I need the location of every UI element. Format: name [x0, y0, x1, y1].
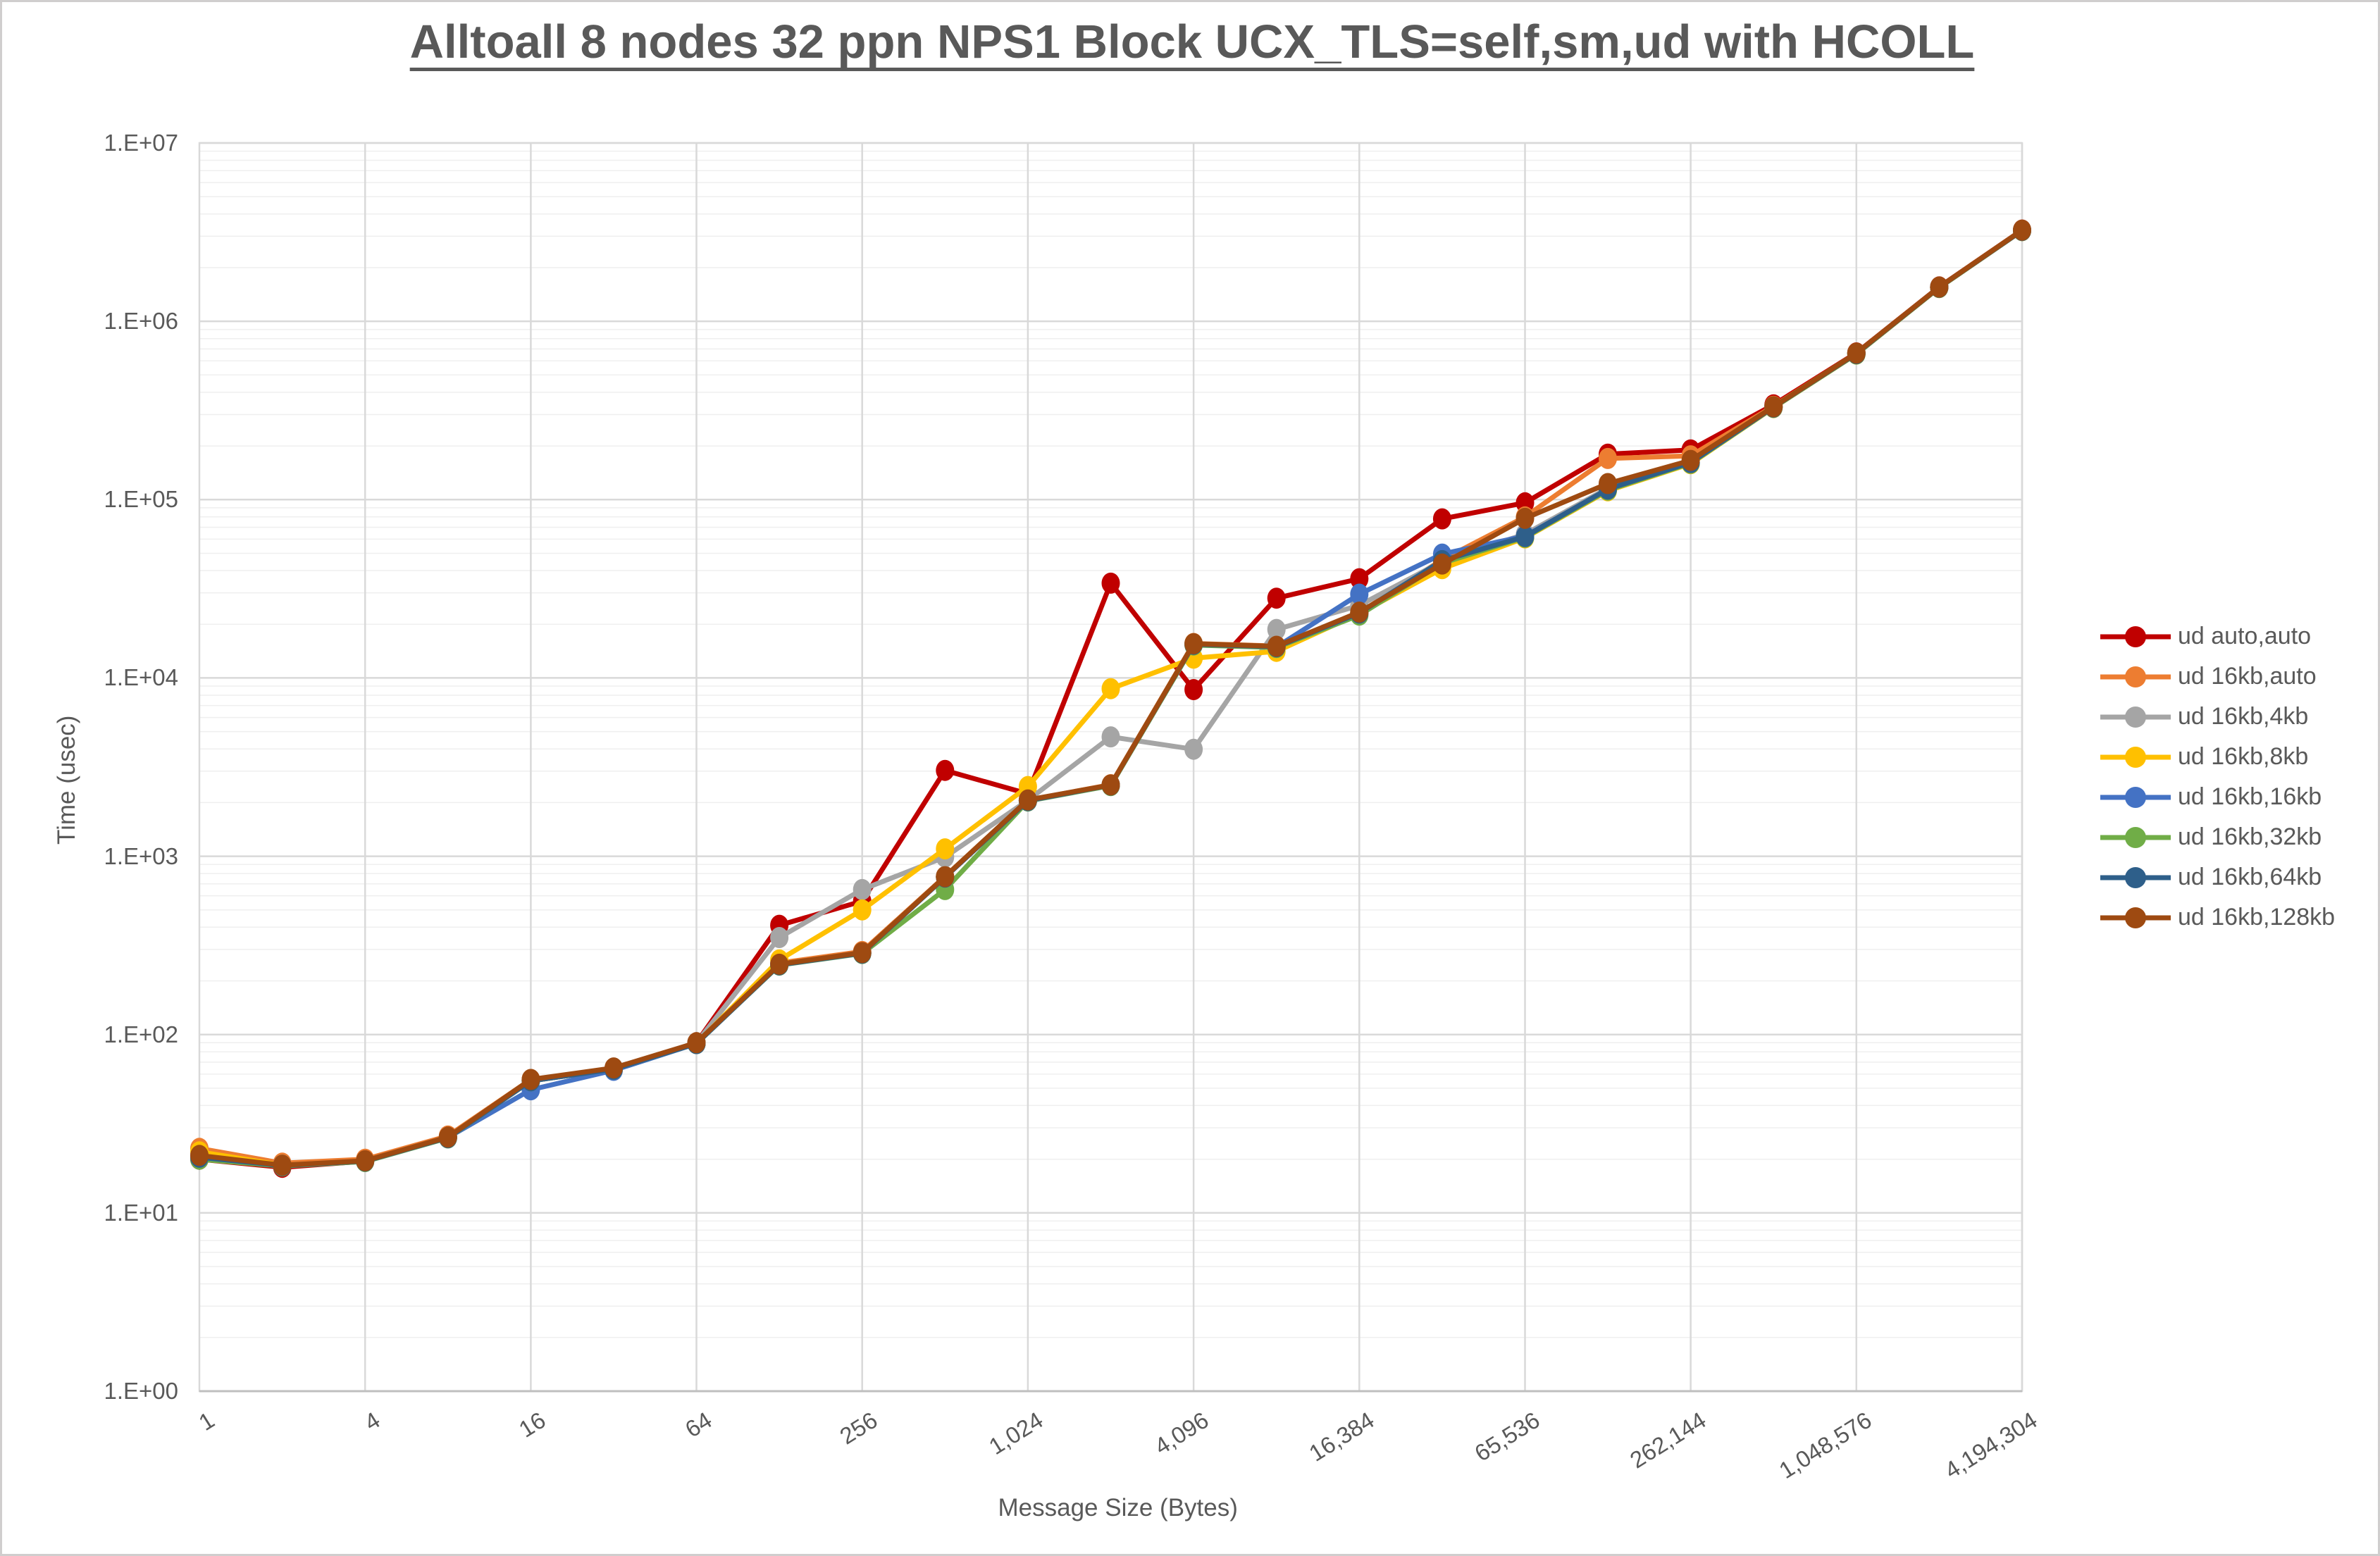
data-point — [605, 1057, 623, 1079]
legend-item-ud-16kb-4kb: ud 16kb,4kb — [2100, 697, 2378, 737]
chart-title: Alltoall 8 nodes 32 ppn NPS1 Block UCX_T… — [409, 15, 1975, 68]
data-point — [1599, 447, 1617, 469]
data-point — [1432, 553, 1451, 575]
legend-marker-ud-16kb-128kb — [2100, 907, 2171, 928]
legend-item-ud-16kb-128kb: ud 16kb,128kb — [2100, 897, 2378, 938]
y-tick-label: 1.E+06 — [104, 308, 178, 335]
legend-item-ud-16kb-8kb: ud 16kb,8kb — [2100, 737, 2378, 777]
legend-item-ud-16kb-32kb: ud 16kb,32kb — [2100, 817, 2378, 857]
legend-marker-ud-16kb-32kb — [2100, 826, 2171, 848]
data-point — [853, 878, 872, 900]
y-tick-label: 1.E+05 — [104, 486, 178, 513]
data-point — [1184, 679, 1203, 700]
data-point — [2013, 219, 2031, 241]
data-point — [356, 1150, 375, 1171]
plot-border — [198, 142, 2023, 1393]
legend-marker-ud-16kb-4kb — [2100, 706, 2171, 728]
data-point — [1516, 525, 1535, 547]
series-ud-16kb-8kb — [190, 220, 2031, 1176]
data-point — [1101, 678, 1120, 699]
data-point — [1267, 635, 1286, 657]
data-point — [521, 1069, 540, 1090]
data-point — [1516, 507, 1535, 529]
legend-item-ud-16kb-16kb: ud 16kb,16kb — [2100, 777, 2378, 817]
data-point — [936, 759, 955, 781]
data-point — [1681, 449, 1700, 471]
legend-label-ud-16kb-64kb: ud 16kb,64kb — [2178, 864, 2322, 890]
y-tick-label: 1.E+04 — [104, 664, 178, 691]
data-point — [1184, 633, 1203, 654]
data-point — [770, 927, 789, 948]
series-ud-16kb-128kb — [190, 219, 2031, 1176]
data-point — [936, 866, 955, 888]
legend-item-ud-16kb-64kb: ud 16kb,64kb — [2100, 857, 2378, 897]
data-point — [1267, 587, 1286, 609]
data-point — [1018, 789, 1037, 811]
legend-item-ud-auto-auto: ud auto,auto — [2100, 616, 2378, 656]
legend-label-ud-16kb-8kb: ud 16kb,8kb — [2178, 743, 2309, 770]
data-point — [438, 1126, 457, 1148]
legend-marker-ud-16kb-8kb — [2100, 746, 2171, 768]
y-tick-label: 1.E+01 — [104, 1199, 178, 1226]
data-point — [1350, 568, 1369, 590]
legend-label-ud-16kb-128kb: ud 16kb,128kb — [2178, 904, 2336, 931]
legend-marker-ud-16kb-16kb — [2100, 786, 2171, 808]
data-point — [1350, 602, 1369, 623]
data-point — [1101, 774, 1120, 796]
legend-marker-ud-auto-auto — [2100, 625, 2171, 647]
y-tick-label: 1.E+03 — [104, 842, 178, 869]
legend-label-ud-16kb-32kb: ud 16kb,32kb — [2178, 823, 2322, 850]
data-point — [1847, 342, 1866, 364]
data-point — [853, 942, 872, 964]
data-point — [190, 1145, 209, 1166]
x-axis-title: Message Size (Bytes) — [998, 1494, 1238, 1521]
data-point — [1599, 473, 1617, 494]
data-point — [1930, 276, 1949, 298]
data-point — [1267, 618, 1286, 640]
data-point — [1184, 738, 1203, 760]
y-tick-label: 1.E+07 — [104, 130, 178, 156]
data-point — [770, 953, 789, 975]
y-axis-title: Time (usec) — [53, 715, 80, 845]
data-point — [1432, 508, 1451, 530]
data-point — [273, 1154, 292, 1176]
legend-item-ud-16kb-auto: ud 16kb,auto — [2100, 656, 2378, 697]
data-point — [687, 1032, 706, 1054]
data-point — [1764, 396, 1783, 418]
legend-label-ud-16kb-auto: ud 16kb,auto — [2178, 663, 2317, 690]
legend-label-ud-16kb-16kb: ud 16kb,16kb — [2178, 783, 2322, 810]
legend-marker-ud-16kb-auto — [2100, 666, 2171, 687]
data-point — [1350, 583, 1369, 605]
legend-marker-ud-16kb-64kb — [2100, 866, 2171, 888]
y-tick-label: 1.E+02 — [104, 1021, 178, 1047]
data-point — [1101, 726, 1120, 748]
data-point — [853, 899, 872, 921]
legend-label-ud-auto-auto: ud auto,auto — [2178, 623, 2312, 649]
chart-legend: ud auto,auto ud 16kb,auto ud 16kb,4kb ud 16… — [2100, 616, 2378, 938]
y-tick-label: 1.E+00 — [104, 1378, 178, 1404]
data-point — [936, 838, 955, 860]
legend-label-ud-16kb-4kb: ud 16kb,4kb — [2178, 703, 2309, 730]
data-point — [1101, 572, 1120, 594]
